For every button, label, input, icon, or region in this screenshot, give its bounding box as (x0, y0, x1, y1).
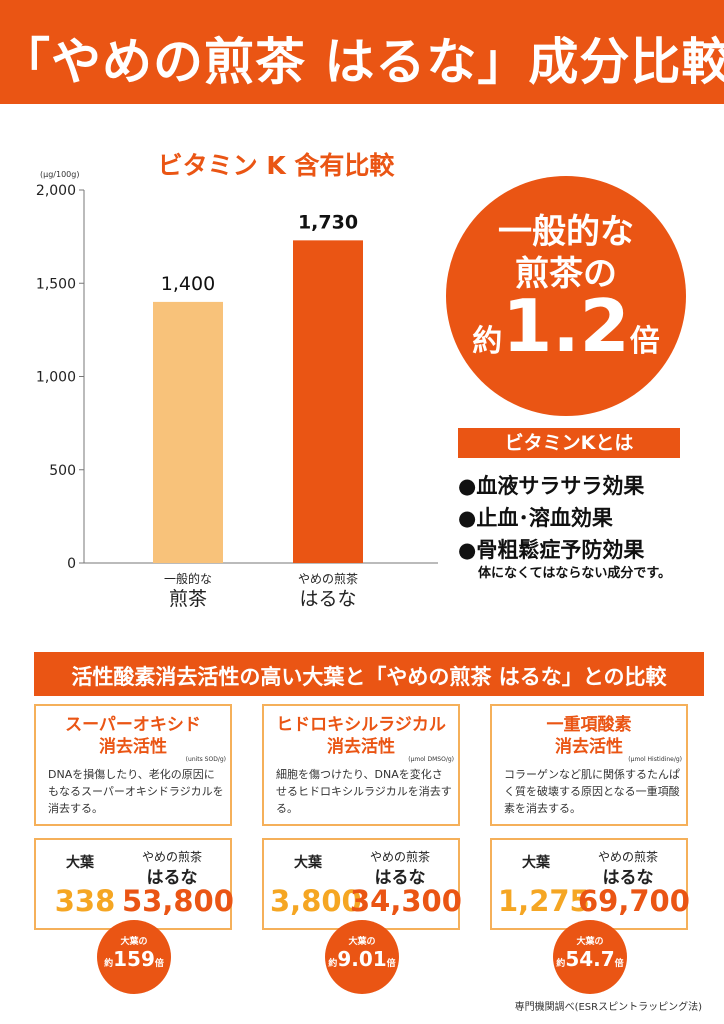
label-haruna-large: はるな (374, 868, 426, 888)
page-title: 「やめの煎茶 はるな」成分比較 (0, 33, 724, 91)
x-category-label-large: 煎茶 (169, 588, 207, 610)
benefit-item: ●血液サラサラ効果 (458, 474, 645, 498)
activity-description: DNAを損傷したり、老化の原因にもなるスーパーオキシドラジカルを消去する。 (48, 768, 224, 815)
ratio-suffix: 倍 (154, 959, 164, 969)
activity-description: コラーゲンなど肌に関係するたんぱく質を破壊する原因となる一重項酸素を消去する。 (504, 768, 680, 815)
benefit-item: ●骨粗鬆症予防効果 (458, 538, 645, 562)
bubble-suffix: 倍 (629, 324, 660, 359)
label-haruna-large: はるな (146, 868, 198, 888)
comparison-ratio-circle: 大葉の 約9.01倍 (325, 920, 399, 994)
ratio-line: 約9.01倍 (325, 947, 399, 971)
label-haruna: やめの煎茶 はるな (132, 848, 212, 888)
x-category-label-small: やめの煎茶 (298, 571, 358, 586)
benefit-item: ●止血･溶血効果 (458, 506, 613, 530)
ratio-line: 約159倍 (97, 947, 171, 971)
bubble-ratio: 1.2 (502, 284, 630, 368)
label-haruna: やめの煎茶 はるな (360, 848, 440, 888)
ratio-suffix: 倍 (386, 959, 396, 969)
activity-unit: (μmol DMSO/g) (408, 756, 454, 763)
bubble-ratio-line: 約1.2倍 (446, 284, 686, 368)
ratio-top: 大葉の (576, 937, 604, 947)
bubble-line2: 煎茶の (515, 254, 617, 294)
ratio-prefix: 約 (104, 959, 114, 969)
y-tick-label: 1,000 (36, 370, 76, 386)
chart-unit: (μg/100g) (40, 170, 80, 179)
activity-name-sub: 消去活性 (555, 737, 623, 757)
label-haruna-small: やめの煎茶 (369, 850, 430, 864)
comparison-desc-box: 一重項酸素 消去活性 (μmol Histidine/g) コラーゲンなど肌に関… (490, 704, 688, 826)
vitamin-k-label: ビタミンKとは (458, 428, 680, 458)
comparison-value-box: 大葉 やめの煎茶 はるな 3,800 34,300 (262, 838, 462, 930)
label-haruna-small: やめの煎茶 (597, 850, 658, 864)
ratio-prefix: 約 (556, 959, 566, 969)
activity-unit: (μmol Histidine/g) (628, 756, 682, 763)
ratio-value: 9.01 (337, 947, 387, 971)
activity-name: 一重項酸素 (546, 715, 632, 735)
y-tick-label: 2,000 (36, 183, 76, 199)
comparison-desc-box: スーパーオキシド 消去活性 (units SOD/g) DNAを損傷したり、老化… (34, 704, 232, 826)
ratio-suffix: 倍 (614, 959, 624, 969)
activity-name-sub: 消去活性 (99, 737, 167, 757)
ratio-bubble: 一般的な 煎茶の 約1.2倍 (446, 176, 686, 416)
x-category-label-large: はるな (299, 588, 356, 610)
value-ooba: 1,275 (498, 884, 590, 918)
chart-title: ビタミン K 含有比較 (157, 151, 395, 180)
x-category-label-small: 一般的な (164, 571, 212, 586)
label-ooba: 大葉 (66, 855, 94, 871)
label-haruna-small: やめの煎茶 (141, 850, 202, 864)
bar-value-label: 1,400 (161, 273, 215, 295)
value-haruna: 53,800 (122, 884, 234, 918)
value-haruna: 34,300 (350, 884, 462, 918)
label-haruna: やめの煎茶 はるな (588, 848, 668, 888)
ratio-top: 大葉の (120, 937, 148, 947)
y-tick-label: 0 (67, 556, 76, 572)
bubble-line1: 一般的な (498, 212, 634, 252)
comparison-ratio-circle: 大葉の 約159倍 (97, 920, 171, 994)
ratio-prefix: 約 (328, 959, 338, 969)
section-title: 活性酸素消去活性の高い大葉と「やめの煎茶 はるな」との比較 (71, 665, 667, 689)
source-note: 専門機関調べ(ESRスピントラッピング法) (514, 1002, 702, 1013)
comparison-value-box: 大葉 やめの煎茶 はるな 338 53,800 (34, 838, 234, 930)
ratio-value: 54.7 (565, 947, 615, 971)
y-tick-label: 500 (49, 463, 76, 479)
label-haruna-large: はるな (602, 868, 654, 888)
activity-name-sub: 消去活性 (327, 737, 395, 757)
y-tick-label: 1,500 (36, 276, 76, 292)
bar (293, 240, 363, 563)
label-ooba: 大葉 (522, 855, 550, 871)
ratio-top: 大葉の (348, 937, 376, 947)
activity-name: ヒドロキシルラジカル (276, 715, 446, 735)
header-banner: 「やめの煎茶 はるな」成分比較 (0, 0, 724, 104)
comparison-desc-box: ヒドロキシルラジカル 消去活性 (μmol DMSO/g) 細胞を傷つけたり、D… (262, 704, 460, 826)
activity-name: スーパーオキシド (65, 715, 201, 735)
ratio-value: 159 (113, 947, 155, 971)
bubble-prefix: 約 (472, 324, 503, 359)
bar (153, 301, 223, 563)
value-ooba: 3,800 (270, 884, 362, 918)
ratio-line: 約54.7倍 (553, 947, 627, 971)
activity-description: 細胞を傷つけたり、DNAを変化させるヒドロキシルラジカルを消去する。 (276, 768, 452, 815)
section-header: 活性酸素消去活性の高い大葉と「やめの煎茶 はるな」との比較 (34, 652, 704, 696)
value-ooba: 338 (54, 884, 116, 918)
bar-value-label: 1,730 (298, 211, 358, 233)
value-haruna: 69,700 (578, 884, 690, 918)
activity-unit: (units SOD/g) (185, 756, 226, 763)
label-ooba: 大葉 (294, 855, 322, 871)
comparison-value-box: 大葉 やめの煎茶 はるな 1,275 69,700 (490, 838, 690, 930)
comparison-ratio-circle: 大葉の 約54.7倍 (553, 920, 627, 994)
benefit-note: 体になくてはならない成分です。 (478, 566, 672, 581)
